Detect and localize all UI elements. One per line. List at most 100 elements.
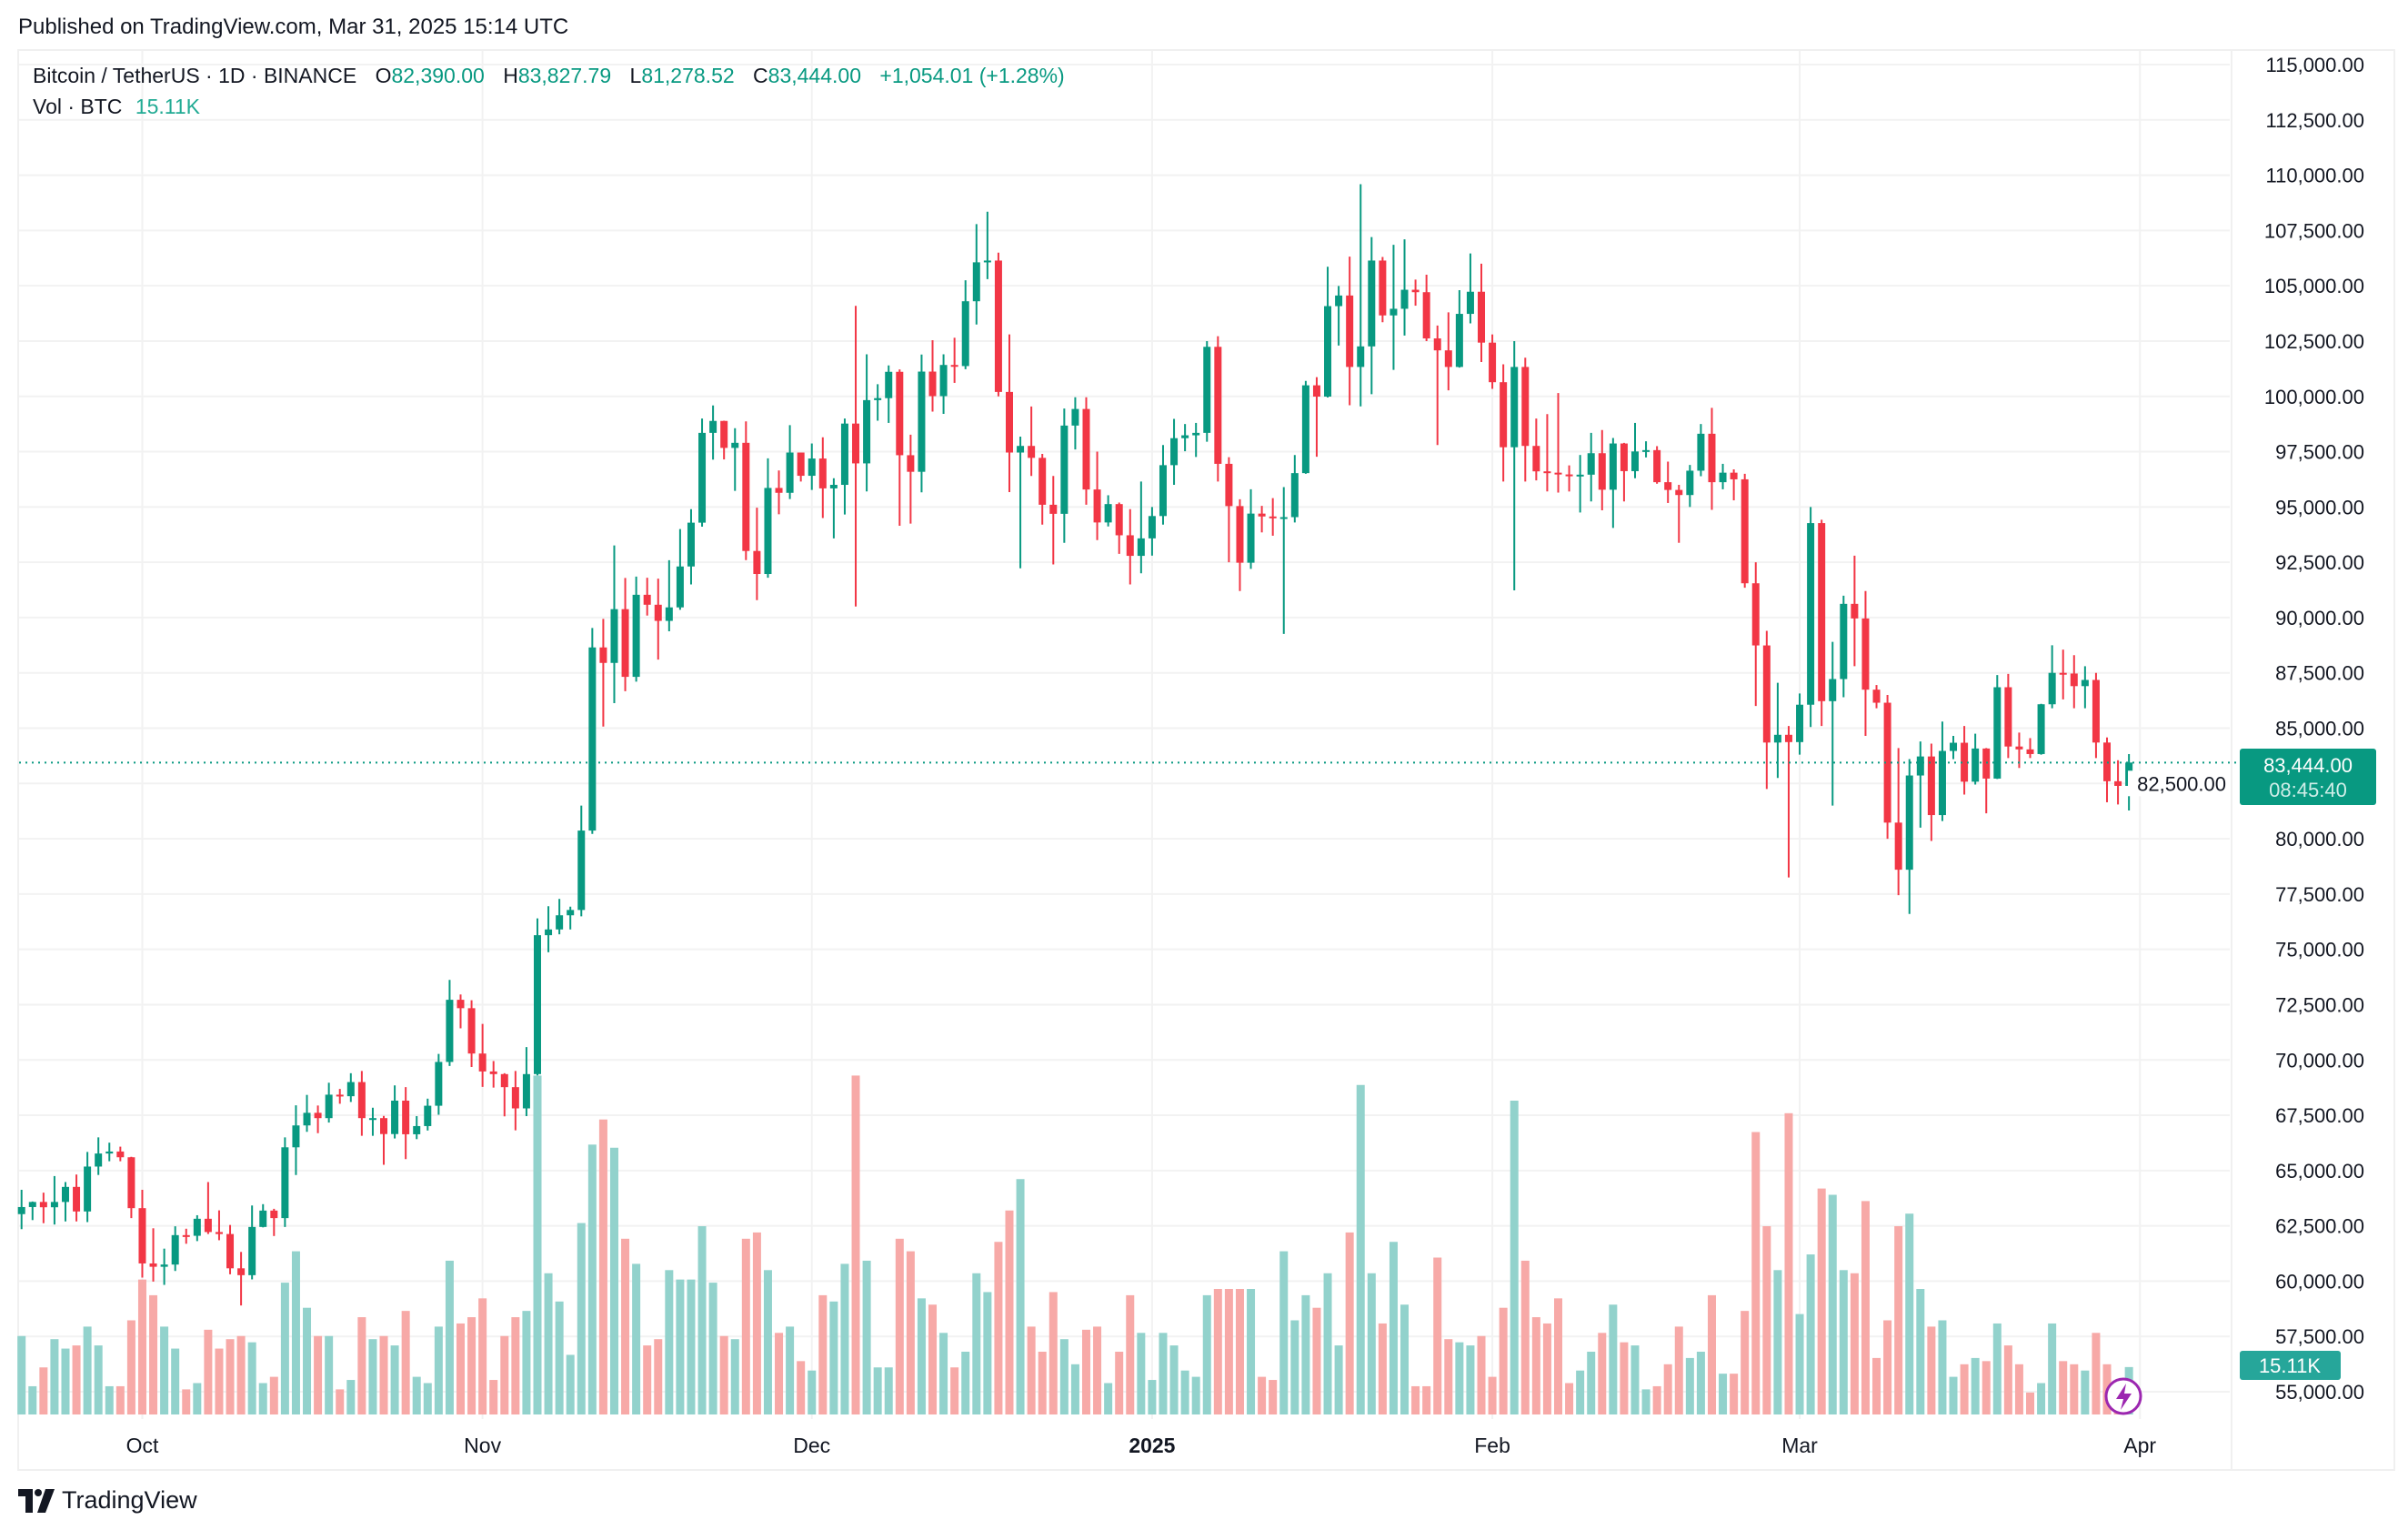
candle[interactable] [149,1228,157,1282]
candle[interactable] [1543,414,1551,492]
candle[interactable] [1664,461,1672,503]
candle[interactable] [138,1189,146,1278]
candle[interactable] [193,1214,201,1242]
candle[interactable] [1346,257,1354,406]
candle[interactable] [885,365,893,423]
candle[interactable] [567,906,575,930]
candle[interactable] [1730,468,1738,501]
candle[interactable] [336,1089,344,1104]
candle[interactable] [391,1085,399,1139]
candle[interactable] [105,1142,114,1162]
candle[interactable] [621,578,629,691]
candle[interactable] [28,1201,36,1221]
candle[interactable] [84,1152,92,1223]
candle[interactable] [1236,498,1244,591]
candle[interactable] [1455,290,1463,368]
candle[interactable] [1609,438,1617,528]
candle[interactable] [1894,748,1902,896]
candle[interactable] [1630,422,1639,478]
candle[interactable] [1247,488,1255,569]
candle[interactable] [1390,245,1398,370]
candle[interactable] [413,1116,421,1140]
candle[interactable] [1269,498,1277,536]
candle[interactable] [907,434,915,524]
candle[interactable] [467,1000,476,1068]
candle[interactable] [314,1105,322,1133]
candle[interactable] [237,1252,246,1306]
candle[interactable] [950,337,958,383]
candle[interactable] [259,1203,267,1228]
candle[interactable] [1115,502,1123,554]
candle[interactable] [1719,463,1727,489]
candle[interactable] [972,224,980,325]
candle[interactable] [17,1189,25,1230]
candle[interactable] [303,1094,311,1132]
symbol-title[interactable]: Bitcoin / TetherUS · 1D · BINANCE [33,64,357,87]
candle[interactable] [1927,743,1935,841]
candle[interactable] [1840,595,1848,698]
candle[interactable] [1796,693,1804,755]
candle[interactable] [1049,476,1058,565]
candle[interactable] [2037,703,2045,755]
candle[interactable] [588,628,597,834]
candle[interactable] [248,1205,256,1280]
candle[interactable] [577,805,586,917]
candle[interactable] [1489,334,1497,389]
candle[interactable] [720,420,728,460]
candle[interactable] [1290,455,1299,523]
candle[interactable] [292,1105,300,1175]
candle[interactable] [1203,340,1211,442]
candle[interactable] [1082,397,1090,505]
candle[interactable] [116,1146,125,1162]
candle[interactable] [545,906,553,952]
candle[interactable] [775,470,783,515]
candle[interactable] [270,1208,278,1236]
candle[interactable] [1368,237,1376,395]
candle[interactable] [1137,481,1145,574]
candle[interactable] [1773,682,1781,779]
candle[interactable] [204,1182,212,1234]
candle[interactable] [95,1137,103,1175]
candle[interactable] [1279,487,1288,634]
candle[interactable] [1872,685,1881,709]
candle[interactable] [1675,485,1683,543]
candle[interactable] [2070,655,2078,709]
candle[interactable] [1301,380,1309,474]
candle[interactable] [1478,263,1486,363]
candle[interactable] [1071,397,1079,450]
candle[interactable] [500,1072,508,1117]
candle[interactable] [1587,432,1595,502]
candle[interactable] [1357,184,1365,407]
candle[interactable] [797,452,805,482]
candle[interactable] [522,1047,530,1117]
candle[interactable] [1422,275,1430,341]
candle[interactable] [457,994,465,1029]
candle[interactable] [1818,519,1826,727]
candle[interactable] [2026,738,2034,759]
candle[interactable] [632,576,640,682]
candle[interactable] [1851,555,1859,667]
candle[interactable] [73,1174,81,1222]
candle[interactable] [435,1053,443,1115]
candle[interactable] [1686,465,1694,508]
candle[interactable] [1335,286,1343,346]
candle[interactable] [39,1193,47,1223]
candle[interactable] [852,306,860,607]
candle[interactable] [1093,451,1101,540]
candle[interactable] [731,428,739,491]
candle[interactable] [556,899,564,935]
candle[interactable] [994,252,1002,397]
candle[interactable] [1038,453,1047,525]
candle[interactable] [1104,495,1112,527]
candle[interactable] [1159,445,1167,525]
candle[interactable] [2081,666,2089,709]
candle[interactable] [1916,741,1924,828]
candle[interactable] [2048,645,2056,709]
candle[interactable] [1993,675,2002,780]
candle[interactable] [1982,748,1991,814]
candle[interactable] [1126,508,1134,585]
candle[interactable] [808,443,816,490]
candle[interactable] [1554,393,1562,493]
candle[interactable] [182,1228,190,1244]
